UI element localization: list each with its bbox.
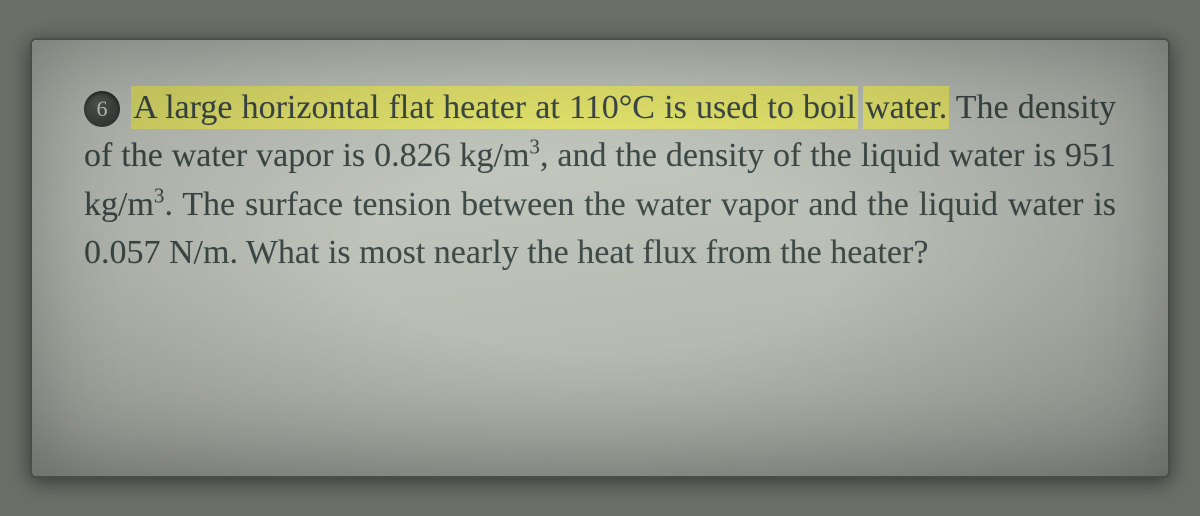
highlighted-continuation: water. xyxy=(865,88,947,127)
highlighted-phrase: A large horizontal flat heater at 110°C … xyxy=(133,88,856,127)
problem-number-badge: 6 xyxy=(84,91,120,127)
superscript-1: 3 xyxy=(529,135,540,159)
photo-frame: 6 A large horizontal flat heater at 110°… xyxy=(30,38,1170,478)
problem-text: 6 A large horizontal flat heater at 110°… xyxy=(84,84,1116,277)
text-segment-3: . The surface tension between the water … xyxy=(84,186,1116,271)
problem-number: 6 xyxy=(97,93,108,124)
superscript-2: 3 xyxy=(154,183,165,207)
comma: , xyxy=(540,137,549,174)
